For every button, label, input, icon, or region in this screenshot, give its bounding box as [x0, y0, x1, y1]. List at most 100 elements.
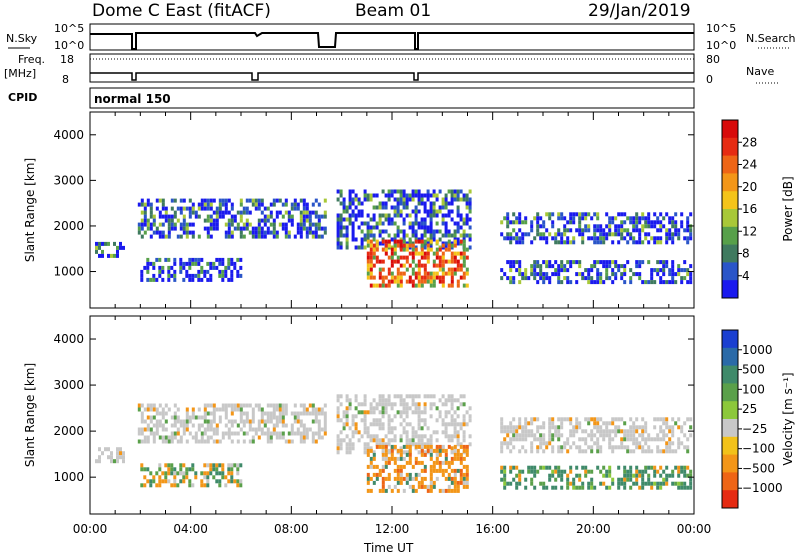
- echo-cell: [155, 257, 159, 262]
- echo-cell: [671, 224, 675, 229]
- echo-cell: [512, 264, 516, 269]
- echo-cell: [390, 205, 394, 210]
- echo-cell: [456, 205, 460, 210]
- echo-cell: [527, 465, 531, 470]
- echo-cell: [345, 245, 349, 250]
- echo-cell: [152, 222, 156, 227]
- echo-cell: [197, 261, 201, 266]
- echo-cell: [530, 272, 534, 277]
- echo-cell: [173, 431, 177, 436]
- echo-cell: [140, 222, 144, 227]
- echo-cell: [620, 212, 624, 217]
- echo-cell: [173, 226, 177, 231]
- echo-cell: [221, 261, 225, 266]
- echo-cell: [629, 216, 633, 221]
- echo-cell: [420, 410, 424, 415]
- echo-cell: [608, 276, 612, 281]
- echo-region: [500, 417, 693, 454]
- freq-tick-high: 18: [60, 53, 74, 66]
- echo-cell: [623, 481, 627, 486]
- echo-cell: [302, 222, 306, 227]
- echo-cell: [140, 269, 144, 274]
- echo-cell: [170, 273, 174, 278]
- echo-cell: [441, 243, 445, 248]
- echo-cell: [593, 433, 597, 438]
- echo-cell: [539, 445, 543, 450]
- echo-cell: [512, 433, 516, 438]
- echo-cell: [146, 439, 150, 444]
- echo-cell: [179, 479, 183, 484]
- echo-cell: [509, 276, 513, 281]
- echo-cell: [381, 205, 385, 210]
- echo-cell: [462, 217, 466, 222]
- echo-cell: [462, 251, 466, 256]
- echo-cell: [599, 469, 603, 474]
- echo-cell: [110, 253, 113, 258]
- echo-cell: [644, 236, 648, 241]
- echo-cell: [566, 220, 570, 225]
- echo-cell: [435, 271, 439, 276]
- echo-cell: [194, 475, 198, 480]
- echo-cell: [399, 410, 403, 415]
- echo-cell: [614, 433, 618, 438]
- echo-cell: [414, 271, 418, 276]
- echo-cell: [417, 472, 421, 477]
- echo-cell: [381, 259, 385, 264]
- echo-cell: [396, 394, 400, 399]
- echo-cell: [662, 469, 666, 474]
- echo-cell: [462, 394, 466, 399]
- echo-cell: [447, 422, 451, 427]
- echo-cell: [299, 198, 303, 203]
- echo-cell: [218, 407, 222, 412]
- echo-cell: [393, 221, 397, 226]
- echo-cell: [381, 450, 385, 455]
- echo-cell: [566, 449, 570, 454]
- echo-cell: [179, 261, 183, 266]
- echo-cell: [158, 435, 162, 440]
- echo-cell: [503, 477, 507, 482]
- echo-cell: [539, 437, 543, 442]
- echo-cell: [683, 260, 687, 265]
- echo-cell: [317, 407, 321, 412]
- echo-cell: [287, 234, 291, 239]
- echo-cell: [357, 201, 361, 206]
- echo-cell: [414, 476, 418, 481]
- echo-cell: [500, 477, 504, 482]
- echo-cell: [578, 220, 582, 225]
- echo-cell: [650, 437, 654, 442]
- echo-cell: [677, 417, 681, 422]
- echo-cell: [668, 425, 672, 430]
- echo-cell: [399, 476, 403, 481]
- echo-cell: [284, 439, 288, 444]
- echo-cell: [378, 422, 382, 427]
- echo-cell: [578, 212, 582, 217]
- echo-cell: [269, 230, 273, 235]
- echo-cell: [444, 233, 448, 238]
- echo-cell: [650, 485, 654, 490]
- echo-cell: [608, 485, 612, 490]
- echo-cell: [620, 228, 624, 233]
- echo-cell: [530, 441, 534, 446]
- echo-cell: [375, 406, 379, 411]
- echo-cell: [305, 407, 309, 412]
- echo-cell: [402, 255, 406, 260]
- echo-cell: [441, 472, 445, 477]
- echo-cell: [647, 224, 651, 229]
- echo-cell: [641, 485, 645, 490]
- echo-cell: [587, 421, 591, 426]
- echo-cell: [149, 415, 153, 420]
- echo-cell: [372, 406, 376, 411]
- echo-cell: [465, 480, 469, 485]
- echo-cell: [515, 437, 519, 442]
- echo-cell: [611, 437, 615, 442]
- echo-cell: [617, 481, 621, 486]
- echo-cell: [311, 222, 315, 227]
- echo-cell: [602, 433, 606, 438]
- echo-cell: [653, 280, 657, 285]
- echo-cell: [617, 425, 621, 430]
- echo-cell: [611, 232, 615, 237]
- echo-cell: [366, 213, 370, 218]
- echo-cell: [248, 427, 252, 432]
- echo-cell: [399, 394, 403, 399]
- echo-cell: [158, 419, 162, 424]
